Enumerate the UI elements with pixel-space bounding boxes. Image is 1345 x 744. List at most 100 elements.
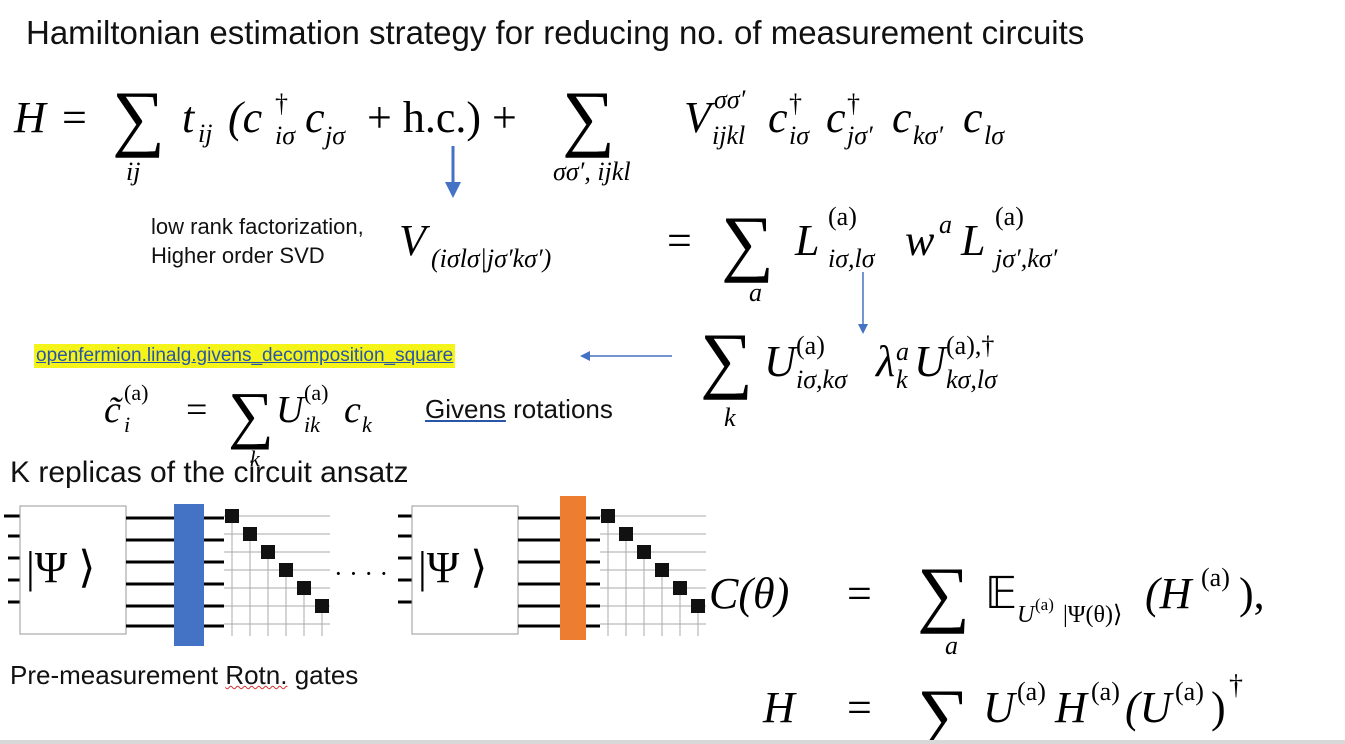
eq-h-equals: = <box>62 93 87 142</box>
slide-bottom-border <box>0 740 1345 744</box>
replica2-input-wires <box>398 514 412 604</box>
pre-measurement-label: Pre-measurement Rotn. gates <box>10 660 358 691</box>
replica1-rotation-block <box>174 504 204 646</box>
circuit-dots: · · · · <box>334 559 388 588</box>
replicas-label: K replicas of the circuit ansatz <box>10 456 409 489</box>
eq-c-sum-index: a <box>945 631 958 660</box>
eq-h-t-sub: ij <box>198 119 212 148</box>
measure-gate <box>297 581 311 595</box>
eq-t-equals: = <box>847 683 872 732</box>
replica1-mid-wires <box>126 516 174 628</box>
measure-gate <box>243 527 257 541</box>
openfermion-link[interactable]: openfermion.linalg.givens_decomposition_… <box>36 345 454 366</box>
eq-c-e-sub: U <box>1017 602 1036 628</box>
eq-d-u1: U <box>764 337 799 386</box>
eq-h-sum2: ∑ <box>562 77 615 159</box>
eq-h-dagger2: † <box>789 89 802 118</box>
replica1-measure-grid <box>224 515 330 636</box>
eq-h-c1: c <box>768 93 788 142</box>
eq-t-u2: (U <box>1125 683 1175 732</box>
eq-t-u2-sup: (a) <box>1175 677 1204 706</box>
arrow-down-1 <box>445 146 461 198</box>
diagonalization-equation: ∑ k U (a) iσ,kσ λ a k U (a),† kσ,lσ <box>700 326 998 432</box>
eq-h-sum1-index: ij <box>126 157 140 186</box>
eq-t-u-sup: (a) <box>1017 677 1046 706</box>
eq-f-w: w <box>905 216 935 265</box>
eq-h-c2: c <box>826 93 846 142</box>
eq-t-close: ) <box>1211 683 1226 732</box>
openfermion-link-highlight: openfermion.linalg.givens_decomposition_… <box>34 344 456 368</box>
eq-g-sum-index: k <box>250 446 261 471</box>
eq-f-sum-index: a <box>749 278 762 307</box>
eq-h-cj: c <box>305 93 325 142</box>
eq-d-u1-sup: (a) <box>796 331 825 360</box>
factorization-note-line2: Higher order SVD <box>151 243 325 268</box>
replica2-out-wires <box>586 516 600 628</box>
replica2-rotation-block <box>560 496 586 640</box>
eq-h-c3: c <box>892 93 912 142</box>
replica1-out-wires <box>204 516 224 628</box>
eq-d-u2: U <box>914 337 949 386</box>
eq-c-h-sup: (a) <box>1201 563 1230 592</box>
givens-rotations-label: Givens rotations <box>425 394 613 425</box>
pre-measurement-word: Rotn. <box>225 660 288 690</box>
eq-t-h: H <box>1054 683 1089 732</box>
pre-measurement-prefix: Pre-measurement <box>10 660 226 690</box>
eq-h-ci-sub: iσ <box>275 121 296 150</box>
eq-f-l1-sup: (a) <box>828 202 857 231</box>
eq-f-v-sub: (iσlσ|jσ′kσ′) <box>431 244 551 273</box>
eq-g-u-sup: (a) <box>304 380 328 405</box>
eq-h-dagger1: † <box>275 89 288 118</box>
eq-h-term1: (c <box>228 93 263 142</box>
eq-d-u1-sub: iσ,kσ <box>796 365 848 394</box>
eq-d-lambda-sub: k <box>896 365 908 394</box>
eq-d-sum: ∑ <box>700 326 753 401</box>
eq-g-c: c̃ <box>104 389 124 431</box>
replica1-state-label: |Ψ ⟩ <box>26 543 95 592</box>
eq-d-sum-index: k <box>724 403 736 432</box>
eq-h-v-sup: σσ′ <box>714 85 746 114</box>
measure-gate <box>225 509 239 523</box>
eq-f-l2: L <box>960 216 985 265</box>
eq-f-sum: ∑ <box>721 202 774 284</box>
eq-f-equals: = <box>667 216 692 265</box>
eq-c-equals: = <box>847 569 872 618</box>
eq-d-lambda: λ <box>874 337 895 386</box>
slide-title: Hamiltonian estimation strategy for redu… <box>26 14 1085 51</box>
eq-g-c-sup: (a) <box>124 380 148 405</box>
eq-h-c2-sub: jσ′ <box>844 121 873 150</box>
eq-g-u-sub: ik <box>304 412 321 437</box>
eq-f-l2-sub: jσ′,kσ′ <box>992 244 1058 273</box>
cost-equation: C(θ) = ∑ a 𝔼 U (a) |Ψ(θ)⟩ (H (a) ), <box>709 553 1265 660</box>
givens-equation: c̃ (a) i = ∑ k U (a) ik c k <box>104 379 373 471</box>
eq-h-dagger3: † <box>847 89 860 118</box>
eq-h-cj-sub: jσ <box>322 121 346 150</box>
eq-g-ck: c <box>344 389 361 431</box>
replica2-measure-gates <box>601 509 705 613</box>
eq-f-l2-sup: (a) <box>995 202 1024 231</box>
replica1-measure-gates <box>225 509 329 613</box>
eq-h-c4-sub: lσ <box>984 121 1005 150</box>
eq-h-t: t <box>182 93 196 142</box>
factorization-note-line1: low rank factorization, <box>151 214 364 239</box>
replica2-ansatz-box <box>411 505 519 635</box>
replica2-measure-grid <box>600 515 706 636</box>
arrow-left <box>580 351 672 361</box>
eq-f-l1-sub: iσ,lσ <box>828 244 876 273</box>
measure-gate <box>655 563 669 577</box>
eq-g-u: U <box>276 389 306 431</box>
eq-d-lambda-sup: a <box>896 337 909 366</box>
eq-d-u2-sub: kσ,lσ <box>946 365 998 394</box>
replica2-mid-wires <box>518 516 560 628</box>
givens-rest: rotations <box>505 394 613 424</box>
circuit-diagram: |Ψ ⟩ · · · · <box>4 496 706 646</box>
givens-word: Givens <box>425 394 506 424</box>
measure-gate <box>279 563 293 577</box>
eq-h-v: V <box>684 93 716 142</box>
eq-g-c-sub: i <box>124 412 130 437</box>
factorization-note: low rank factorization, Higher order SVD <box>151 212 364 270</box>
replica1-ansatz-box <box>19 505 127 635</box>
eq-g-ck-sub: k <box>362 412 373 437</box>
factorization-equation: V (iσlσ|jσ′kσ′) = ∑ a L (a) iσ,lσ w a L … <box>399 202 1058 307</box>
eq-t-u: U <box>983 683 1018 732</box>
